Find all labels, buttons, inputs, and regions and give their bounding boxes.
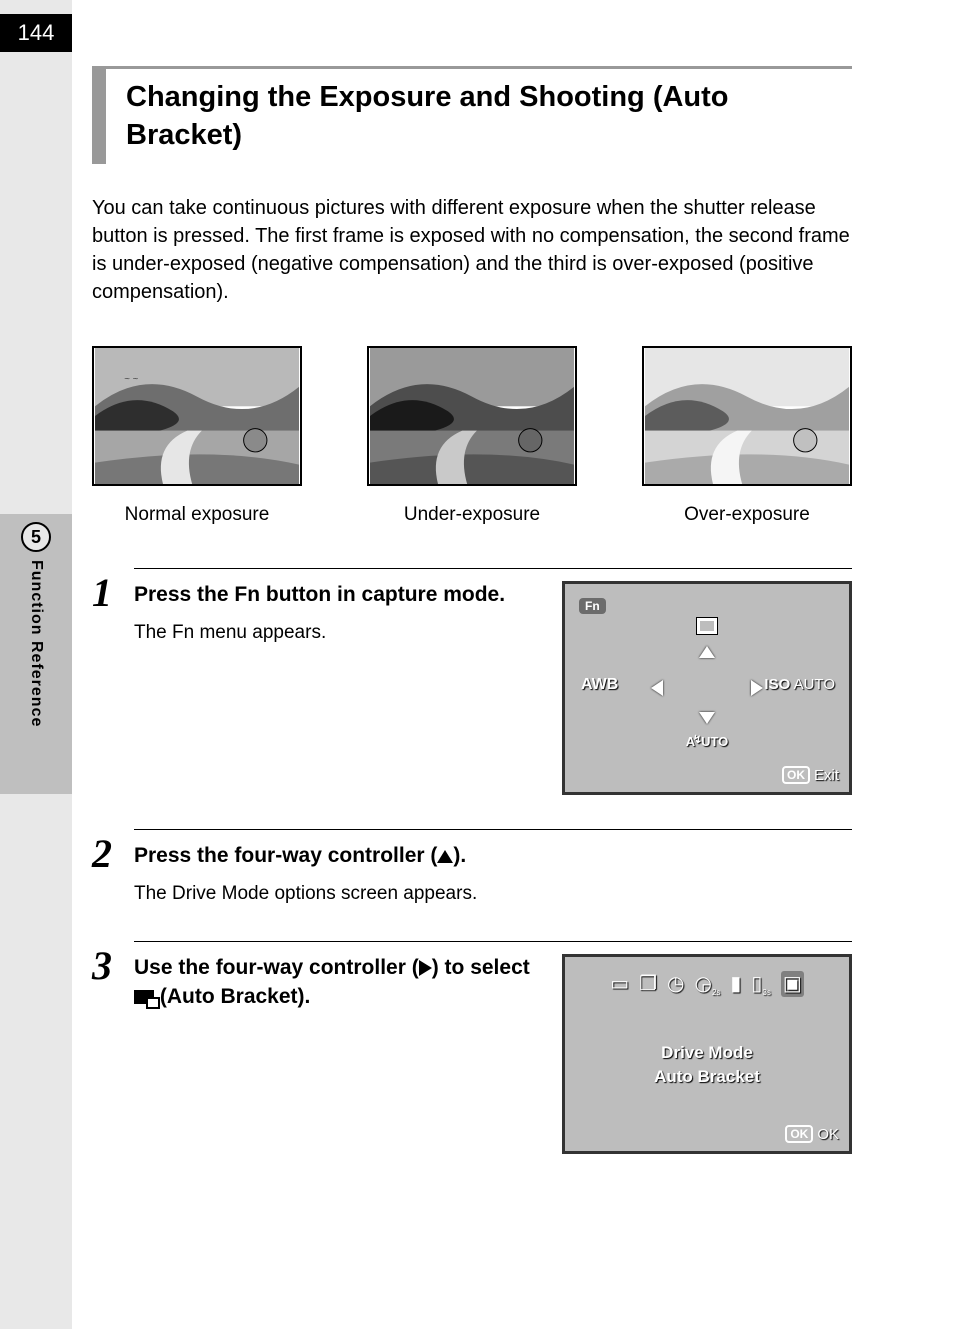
drive-icon-single: ▭	[610, 971, 629, 997]
exposure-under: Under-exposure	[367, 346, 577, 526]
exposure-normal-caption: Normal exposure	[125, 504, 270, 526]
awb-label: AWB	[581, 676, 618, 694]
iso-value: AUTO	[794, 676, 835, 693]
fn-badge-icon: Fn	[579, 598, 606, 614]
ok-icon: OK	[782, 766, 810, 784]
intro-paragraph: You can take continuous pictures with di…	[92, 194, 852, 306]
drive-icon-autobracket: ▣	[781, 971, 804, 997]
drive-mode-icons-row: ▭ ❐ ◷ ◶2s ▮ ▯3s ▣	[565, 971, 849, 997]
landscape-under-icon	[367, 346, 577, 486]
step-3-title-pre: Use the four-way controller (	[134, 956, 419, 979]
up-arrow-inline-icon	[437, 850, 453, 863]
drive-icon-remote3s: ▯3s	[751, 971, 770, 997]
step-1-title-pre: Press the	[134, 583, 234, 606]
step-1-title-post: button in capture mode.	[260, 583, 505, 606]
ok-exit-label: OK Exit	[782, 766, 839, 784]
step-1-number: 1	[92, 569, 112, 616]
step-2-title-post: ).	[453, 844, 466, 867]
drive-mode-title: Drive Mode	[565, 1043, 849, 1063]
arrow-left-icon	[651, 680, 663, 696]
step-2-title-pre: Press the four-way controller (	[134, 844, 437, 867]
lcd-fn-menu: Fn AWB ISO AUTO A↯UTO OK Exit	[562, 581, 852, 795]
section-number: 5	[31, 527, 41, 548]
section-tab: 5 Function Reference	[0, 514, 72, 794]
ok-icon-2: OK	[785, 1125, 813, 1143]
lcd-drive-mode: ▭ ❐ ◷ ◶2s ▮ ▯3s ▣ Drive Mode Auto Bracke…	[562, 954, 852, 1154]
page-content: Changing the Exposure and Shooting (Auto…	[92, 66, 852, 1188]
arrow-up-icon	[699, 646, 715, 658]
page-number: 144	[0, 14, 72, 52]
step-3-number: 3	[92, 942, 112, 989]
step-2-number: 2	[92, 830, 112, 877]
step-3-title-post: (Auto Bracket).	[154, 985, 310, 1008]
flash-auto-label: A↯UTO	[686, 734, 729, 749]
step-2-desc: The Drive Mode options screen appears.	[134, 881, 852, 908]
drive-mode-icon	[697, 618, 717, 634]
exposure-under-caption: Under-exposure	[404, 504, 540, 526]
step-3: 3 Use the four-way controller () to sele…	[134, 941, 852, 1154]
section-title: Function Reference	[27, 560, 45, 727]
exposure-over: Over-exposure	[642, 346, 852, 526]
page-heading: Changing the Exposure and Shooting (Auto…	[126, 79, 852, 154]
landscape-over-icon	[642, 346, 852, 486]
ok-ok-label: OK OK	[785, 1125, 839, 1143]
exposure-normal: ~ ~ Normal exposure	[92, 346, 302, 526]
heading-block: Changing the Exposure and Shooting (Auto…	[92, 66, 852, 164]
right-arrow-inline-icon	[419, 960, 432, 976]
step-3-title-mid: ) to select	[432, 956, 530, 979]
drive-icon-selftimer: ◷	[667, 971, 684, 997]
ok-text: OK	[817, 1126, 839, 1143]
drive-icon-selftimer2s: ◶2s	[695, 971, 721, 997]
drive-icon-remote: ▮	[730, 971, 741, 997]
auto-bracket-inline-icon	[134, 990, 154, 1004]
step-1-desc: The Fn menu appears.	[134, 620, 542, 647]
step-3-title: Use the four-way controller ( ) to select…	[134, 954, 542, 1011]
drive-icon-continuous: ❐	[639, 971, 657, 997]
fn-label-inline: Fn	[234, 583, 260, 606]
drive-mode-subtitle: Auto Bracket	[565, 1067, 849, 1087]
step-2-title: Press the four-way controller ().	[134, 842, 852, 870]
section-number-circle: 5	[21, 522, 51, 552]
step-1: 1 Press the Fn button in capture mode. T…	[134, 568, 852, 795]
arrow-down-icon	[699, 712, 715, 724]
iso-label: ISO AUTO	[764, 676, 835, 693]
exit-text: Exit	[814, 767, 839, 784]
page-number-text: 144	[18, 20, 55, 46]
iso-text: ISO	[764, 676, 790, 693]
step-2: 2 Press the four-way controller (). The …	[134, 829, 852, 907]
landscape-normal-icon: ~ ~	[92, 346, 302, 486]
svg-text:~ ~: ~ ~	[124, 374, 138, 385]
step-1-title: Press the Fn button in capture mode.	[134, 581, 542, 609]
exposure-over-caption: Over-exposure	[684, 504, 810, 526]
arrow-right-icon	[751, 680, 763, 696]
exposure-examples-row: ~ ~ Normal exposure Under-exposure	[92, 346, 852, 526]
